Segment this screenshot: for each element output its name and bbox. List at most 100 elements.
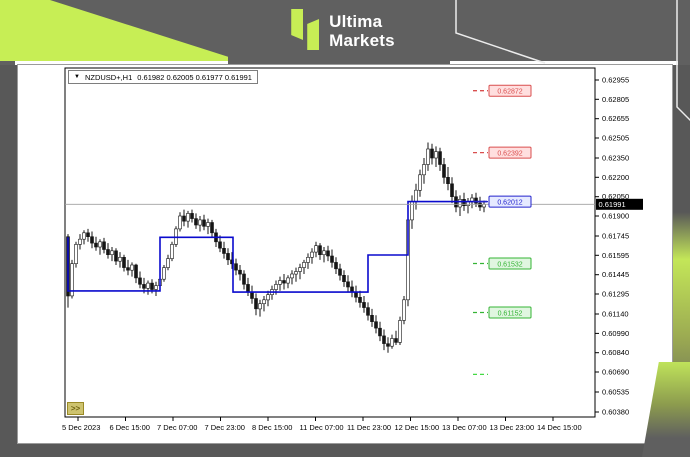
candle-body — [306, 257, 310, 263]
logo-bar-right — [307, 19, 320, 50]
time-axis-label: 6 Dec 15:00 — [110, 423, 150, 432]
level-label-box — [488, 306, 532, 319]
candle-body — [366, 307, 370, 316]
price-axis-label: 0.62655 — [602, 114, 629, 123]
candle-body — [442, 164, 446, 178]
price-axis-label: 0.60990 — [602, 329, 629, 338]
time-axis-label: 7 Dec 23:00 — [205, 423, 245, 432]
candle-body — [258, 303, 262, 310]
level-label: 0.61532 — [497, 261, 522, 268]
candle-body — [450, 183, 454, 198]
level-label: 0.62012 — [497, 199, 522, 206]
logo-bar-left — [291, 9, 304, 40]
candle-body — [198, 219, 202, 226]
candle-body — [474, 197, 478, 204]
price-axis-label: 0.61595 — [602, 251, 629, 260]
level-label-box — [488, 195, 532, 208]
candle-body — [146, 282, 150, 289]
candle-body — [382, 335, 386, 344]
candle-body — [394, 338, 398, 343]
candle-body — [98, 241, 102, 248]
candle-body — [246, 284, 250, 293]
candle-body — [126, 267, 130, 271]
candle-body — [298, 267, 302, 272]
candle-body — [194, 218, 198, 226]
candle-body — [434, 151, 438, 159]
candle-body — [186, 213, 190, 222]
price-axis-label: 0.60690 — [602, 368, 629, 377]
candle-body — [422, 164, 426, 176]
candle-body — [342, 275, 346, 283]
candle-body — [398, 320, 402, 343]
price-axis-label: 0.61745 — [602, 232, 629, 241]
candle-body — [446, 177, 450, 185]
indicator-step-line — [67, 200, 487, 293]
candle-body — [358, 297, 362, 303]
candle-body — [94, 242, 98, 248]
candle-body — [254, 298, 258, 310]
brand-name-line1: Ultima — [329, 11, 383, 31]
candle-body — [302, 262, 306, 268]
candle-body — [110, 250, 114, 256]
candle-body — [90, 236, 94, 244]
candle-body — [310, 251, 314, 258]
candle-body — [430, 148, 434, 159]
candle-body — [178, 215, 182, 230]
chart-title-bar[interactable]: ▼ NZDUSD+,H1 0.61982 0.62005 0.61977 0.6… — [68, 70, 258, 84]
chart-ohlc-quote: 0.61982 0.62005 0.61977 0.61991 — [137, 72, 252, 82]
candle-body — [286, 277, 290, 284]
candle-body — [426, 148, 430, 165]
candle-body — [266, 294, 270, 301]
candle-body — [438, 151, 442, 165]
candle-body — [330, 255, 334, 263]
candle-body — [262, 299, 266, 305]
time-axis-label: 14 Dec 15:00 — [537, 423, 582, 432]
candle-body — [386, 343, 390, 347]
candle-body — [378, 327, 382, 337]
candle-body — [322, 250, 326, 256]
candle-body — [74, 244, 78, 264]
candle-body — [478, 202, 482, 208]
candle-body — [82, 232, 86, 240]
price-axis-label: 0.61900 — [602, 212, 629, 221]
candle-body — [122, 257, 126, 268]
level-label-box — [488, 84, 532, 97]
price-axis-label: 0.62505 — [602, 134, 629, 143]
price-axis-label: 0.62955 — [602, 76, 629, 85]
fast-navigation-button[interactable]: >> — [67, 402, 84, 415]
price-axis-label: 0.60380 — [602, 408, 629, 417]
candle-body — [462, 199, 466, 207]
candle-body — [106, 249, 110, 255]
candle-body — [418, 174, 422, 191]
candle-body — [182, 215, 186, 222]
price-axis-label: 0.62050 — [602, 192, 629, 201]
price-axis-label: 0.61445 — [602, 270, 629, 279]
price-chart[interactable]: 0.61991 0.62872 0.62392 0.62012 0.61532 0.611… — [18, 65, 672, 443]
candle-body — [210, 222, 214, 234]
level-label-box — [488, 146, 532, 159]
candle-body — [202, 219, 206, 227]
candle-body — [102, 241, 106, 250]
brand-logo-icon — [291, 8, 320, 53]
candle-body — [346, 281, 350, 288]
time-axis-label: 5 Dec 2023 — [62, 423, 100, 432]
candle-body — [138, 277, 142, 285]
candle-body — [290, 273, 294, 279]
brand-logo: Ultima Markets — [291, 8, 395, 53]
candle-body — [150, 282, 154, 290]
current-price-label: 0.61991 — [599, 200, 626, 209]
candle-body — [374, 321, 378, 329]
time-axis-label: 8 Dec 15:00 — [252, 423, 292, 432]
candle-body — [482, 204, 486, 208]
candle-body — [170, 244, 174, 259]
candle-body — [134, 264, 138, 279]
candle-body — [78, 238, 82, 245]
candle-body — [234, 263, 238, 271]
candle-body — [326, 250, 330, 257]
time-axis-label: 12 Dec 15:00 — [395, 423, 440, 432]
candle-body — [166, 258, 170, 268]
candle-body — [130, 264, 134, 271]
candle-body — [142, 284, 146, 289]
candle-body — [114, 250, 118, 262]
